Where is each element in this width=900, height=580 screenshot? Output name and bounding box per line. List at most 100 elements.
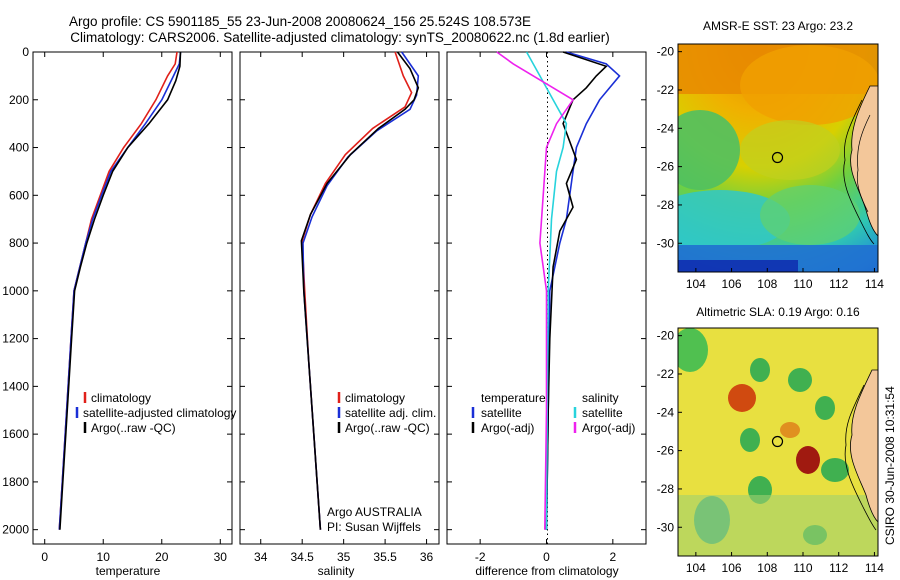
sla-map-ticks: 104 106 108 110 112 114 -20 -22 -24 -26 -28 -30 xyxy=(657,329,885,575)
legend-label-climatology: climatology xyxy=(345,391,405,405)
sla-xtick-label: 104 xyxy=(686,561,706,575)
sst-lightgreen-patch xyxy=(760,185,860,245)
sla-green-blob-5 xyxy=(740,428,760,452)
salinity-xtick-label: 35 xyxy=(337,550,351,564)
sst-argo-location-marker xyxy=(771,151,784,164)
sla-green-blob-8 xyxy=(821,458,849,482)
sst-shelf-contour xyxy=(856,114,871,213)
temperature-ytick-label: 400 xyxy=(9,141,29,155)
sla-map-frame xyxy=(677,327,879,557)
difference-xtick-label: -2 xyxy=(475,550,486,564)
sla-map-title: Altimetric SLA: 0.19 Argo: 0.16 xyxy=(696,305,860,319)
sst-warm-patch xyxy=(740,45,878,125)
sla-green-blob-1 xyxy=(678,328,708,372)
sst-ytick-label: -24 xyxy=(657,121,675,135)
figure-title-line2: Climatology: CARS2006. Satellite-adjuste… xyxy=(70,30,610,45)
sla-field xyxy=(678,328,878,556)
sst-map-frame xyxy=(677,43,879,273)
legend-label-sal-satellite: satellite xyxy=(582,406,623,420)
legend-title-salinity: salinity xyxy=(582,391,619,405)
temperature-xlabel: temperature xyxy=(96,564,161,578)
sla-ytick-label: -20 xyxy=(657,329,675,343)
sla-orange-blob xyxy=(780,422,800,438)
sla-green-blob-3 xyxy=(750,358,770,382)
sst-ytick-label: -26 xyxy=(657,160,675,174)
temperature-ytick-label: 600 xyxy=(9,188,29,202)
temperature-panel: 0 10 20 30 0 200 400 600 800 1000 1200 1400 1600 1800… xyxy=(2,45,236,578)
temperature-series-satellite xyxy=(58,51,182,530)
temperature-xtick-label: 20 xyxy=(155,550,169,564)
sla-ytick-label: -22 xyxy=(657,367,675,381)
salinity-ticks: 34 34.5 35 35.5 36 xyxy=(240,51,439,564)
temperature-series-argo xyxy=(59,51,182,530)
difference-series-sal-satellite xyxy=(525,51,568,530)
salinity-panel: 34 34.5 35 35.5 36 salinity climatology sate… xyxy=(239,51,440,578)
sla-xtick-label: 108 xyxy=(757,561,777,575)
salinity-xtick-label: 34 xyxy=(254,550,268,564)
sla-coastline xyxy=(844,384,877,531)
legend-label-satellite: satellite-adjusted climatology xyxy=(83,406,236,420)
sst-xtick-label: 114 xyxy=(865,277,884,291)
sst-xtick-label: 110 xyxy=(793,277,812,291)
temperature-legend: climatology satellite-adjusted climatolo… xyxy=(75,391,236,435)
temperature-ytick-label: 1400 xyxy=(2,379,29,393)
sst-xtick-label: 108 xyxy=(757,277,777,291)
difference-series xyxy=(496,51,621,530)
temperature-ytick-label: 1000 xyxy=(2,284,29,298)
sla-green-blob-4 xyxy=(788,368,812,392)
sla-red-blob-1 xyxy=(728,384,756,412)
sla-map-panel: Altimetric SLA: 0.19 Argo: 0.16 104 106 10… xyxy=(657,305,885,575)
sst-map-title: AMSR-E SST: 23 Argo: 23.2 xyxy=(703,19,853,33)
legend-label-temp-argo: Argo(-adj) xyxy=(481,421,534,435)
salinity-series-satellite xyxy=(302,51,420,530)
sst-yellow-patch xyxy=(740,120,840,180)
sst-coastline xyxy=(843,99,875,245)
temperature-xtick-label: 30 xyxy=(214,550,228,564)
legend-label-sal-argo: Argo(-adj) xyxy=(582,421,635,435)
temperature-ytick-label: 0 xyxy=(22,45,29,59)
temperature-ytick-label: 1600 xyxy=(2,427,29,441)
sst-xtick-label: 112 xyxy=(829,277,848,291)
figure-title-line1: Argo profile: CS 5901185_55 23-Jun-2008 … xyxy=(69,14,531,29)
salinity-xlabel: salinity xyxy=(318,564,355,578)
credit-line2: PI: Susan Wijffels xyxy=(327,520,421,534)
sst-green-patch xyxy=(678,110,740,190)
sla-ytick-label: -24 xyxy=(657,405,675,419)
temperature-series xyxy=(58,51,182,530)
sst-deep-blue-band xyxy=(678,260,798,272)
difference-xtick-label: 0 xyxy=(543,550,550,564)
salinity-xtick-label: 35.5 xyxy=(373,550,397,564)
sst-xtick-label: 106 xyxy=(722,277,742,291)
sla-xtick-label: 112 xyxy=(829,561,848,575)
temperature-xtick-label: 0 xyxy=(41,550,48,564)
difference-series-temp-argo xyxy=(545,51,608,530)
legend-label-temp-satellite: satellite xyxy=(481,406,522,420)
sla-land xyxy=(850,369,878,523)
sst-map-panel: AMSR-E SST: 23 Argo: 23.2 104 106 108 110 11… xyxy=(657,19,885,291)
sla-xtick-label: 106 xyxy=(722,561,742,575)
salinity-legend: climatology satellite adj. clim. Argo(..… xyxy=(337,391,436,435)
salinity-xtick-label: 34.5 xyxy=(291,550,315,564)
sla-xtick-label: 110 xyxy=(793,561,812,575)
temperature-ytick-label: 1200 xyxy=(2,332,29,346)
sla-green-blob-7 xyxy=(815,396,835,420)
difference-xtick-label: 2 xyxy=(609,550,616,564)
difference-panel: -2 0 2 difference from climatology tempera… xyxy=(446,51,647,578)
salinity-series xyxy=(300,51,420,530)
sst-cyan-patch xyxy=(678,190,790,250)
temperature-ytick-label: 800 xyxy=(9,236,29,250)
sla-lightgreen-band xyxy=(678,495,878,556)
temperature-ytick-label: 200 xyxy=(9,93,29,107)
sla-red-blob-2 xyxy=(796,446,820,474)
temperature-ytick-label: 1800 xyxy=(2,475,29,489)
sst-map-ticks: 104 106 108 110 112 114 -20 -22 -24 -26 -28 -30 xyxy=(657,45,885,291)
legend-label-argo: Argo(..raw -QC) xyxy=(91,421,176,435)
sst-field xyxy=(678,44,878,272)
temperature-ticks: 0 10 20 30 0 200 400 600 800 1000 1200 1400 1600 1800… xyxy=(2,45,232,564)
legend-label-satellite: satellite adj. clim. xyxy=(345,406,436,420)
temperature-series-climatology xyxy=(58,51,178,530)
difference-series-sal-argo xyxy=(496,51,575,530)
sst-xtick-label: 104 xyxy=(686,277,706,291)
temperature-xtick-label: 10 xyxy=(97,550,111,564)
